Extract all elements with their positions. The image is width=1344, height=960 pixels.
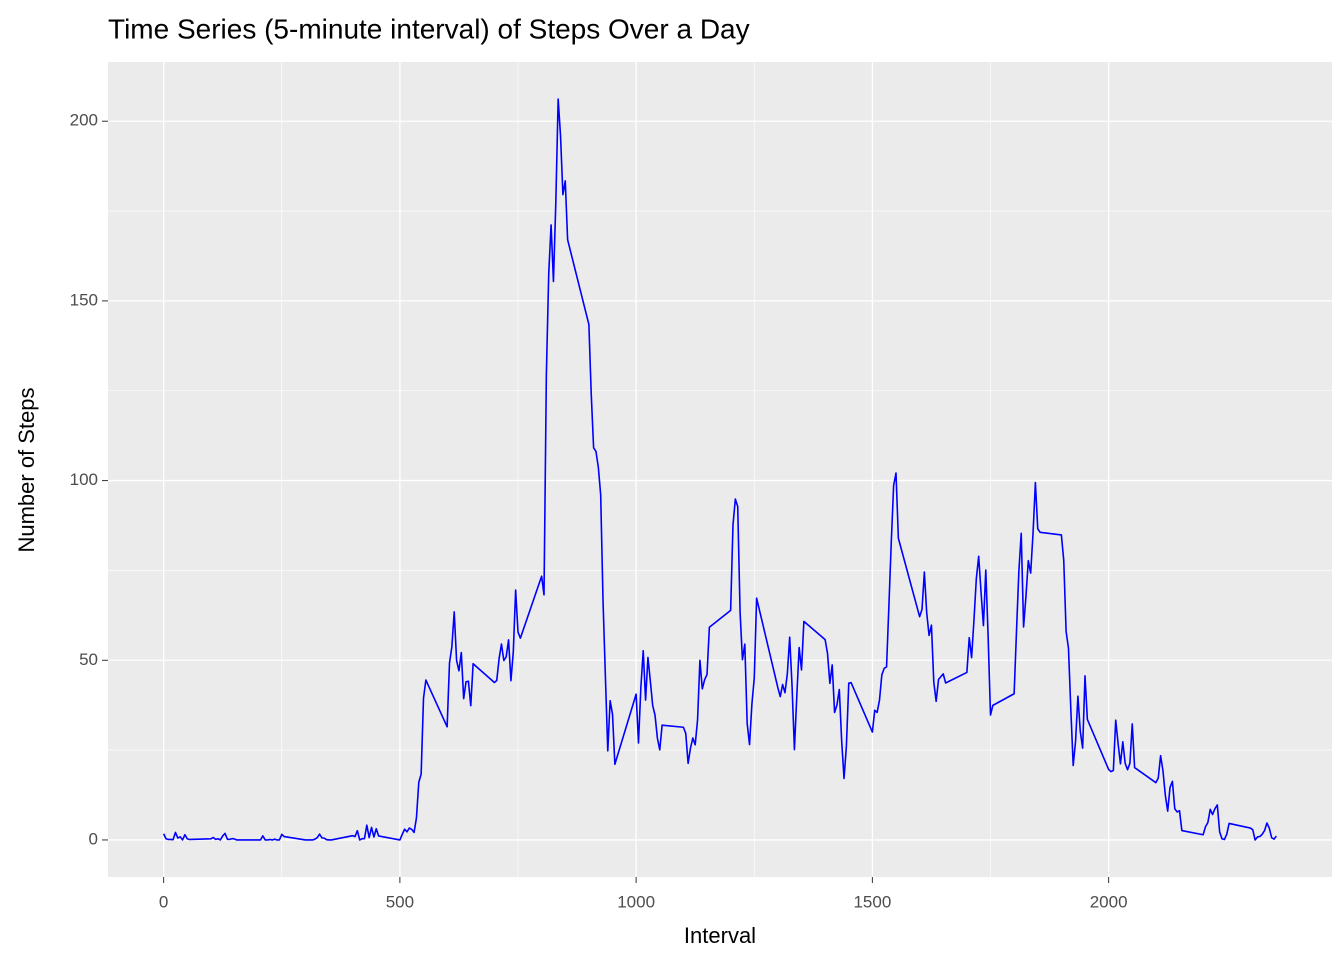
x-tick-label: 500 [386,892,414,911]
chart-title: Time Series (5-minute interval) of Steps… [108,13,750,44]
x-axis-label: Interval [684,923,756,948]
y-tick-label: 0 [89,829,98,848]
y-tick-label: 200 [70,111,98,130]
data-line [162,98,1277,841]
panel [108,62,1332,877]
y-tick-label: 150 [70,290,98,309]
x-tick-label: 1500 [853,892,891,911]
y-tick-label: 100 [70,470,98,489]
x-tick-label: 2000 [1090,892,1128,911]
y-axis-label: Number of Steps [14,387,39,552]
y-tick-label: 50 [79,650,98,669]
x-tick-label: 1000 [617,892,655,911]
x-tick-label: 0 [159,892,168,911]
